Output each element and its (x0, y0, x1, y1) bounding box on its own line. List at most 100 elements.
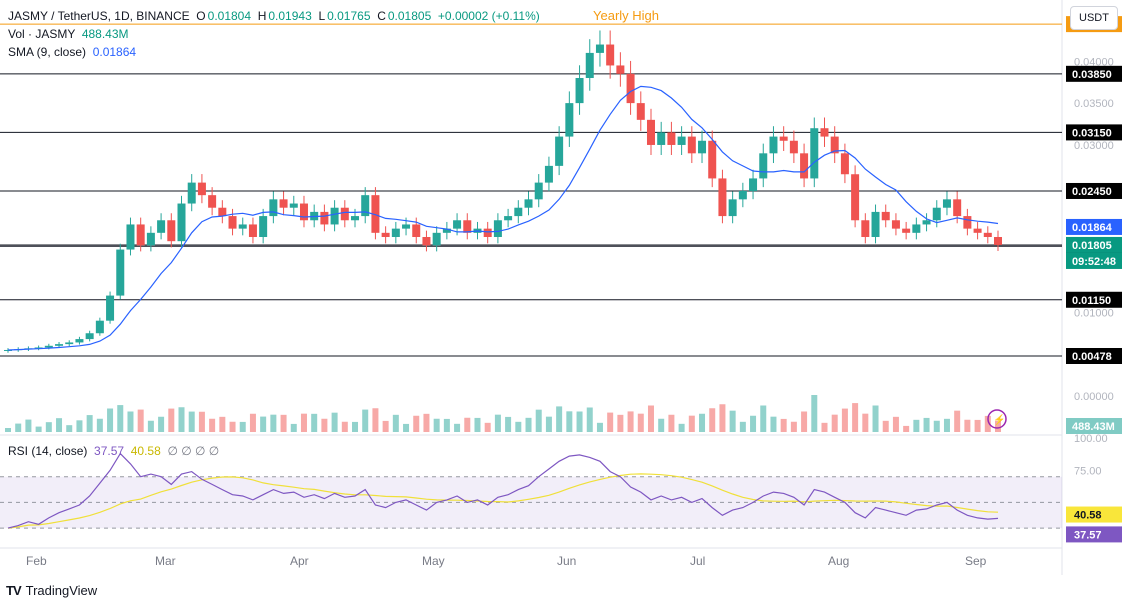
rsi-extra-values: ∅ ∅ ∅ ∅ (167, 444, 220, 458)
candle-body (973, 228, 982, 233)
volume-bar (280, 414, 287, 432)
candle-body (830, 136, 839, 154)
candle-body (575, 78, 584, 104)
volume-bar (86, 415, 93, 432)
price-label: 09:52:48 (1072, 256, 1116, 268)
x-axis-label: Apr (290, 554, 309, 568)
volume-bar (964, 419, 971, 432)
rsi-tick-label: 100.00 (1074, 433, 1108, 445)
rsi-ma-line (7, 473, 999, 529)
candle-body (34, 347, 43, 349)
candle-body (881, 211, 890, 221)
volume-bar (76, 420, 83, 432)
volume-bar (688, 415, 695, 432)
volume-bar (454, 423, 461, 432)
volume-bar (229, 421, 236, 432)
volume-bar (576, 411, 583, 432)
candle-body (728, 199, 737, 217)
x-axis-label: May (422, 554, 445, 568)
volume-bar (484, 422, 491, 432)
candle-body (820, 128, 829, 137)
volume-bar (505, 416, 512, 432)
candle-body (320, 211, 329, 225)
candle-body (187, 182, 196, 204)
price-label: 0.01864 (1072, 222, 1113, 234)
volume-bar (831, 414, 838, 432)
candle-body (646, 119, 655, 145)
volume-bar (586, 407, 593, 432)
candle-body (800, 153, 809, 179)
volume-bar (892, 416, 899, 432)
candle-body (779, 136, 788, 141)
candle-body (432, 232, 441, 246)
candle-body (718, 178, 727, 217)
volume-bar (852, 403, 859, 432)
candle-body (769, 136, 778, 154)
volume-bar (790, 421, 797, 432)
volume-legend: Vol · JASMY 488.43M (8, 27, 129, 41)
candle-body (228, 216, 237, 229)
x-axis-label: Mar (155, 554, 176, 568)
price-tick-label: 0.00000 (1074, 391, 1114, 403)
rsi-axis-label: 37.57 (1074, 529, 1102, 541)
price-label-bg (1066, 252, 1122, 269)
x-axis-label: Sep (965, 554, 987, 568)
volume-bar (995, 421, 1001, 432)
candle-body (932, 207, 941, 221)
tradingview-brand[interactable]: TV TradingView (6, 583, 97, 598)
volume-bar (903, 425, 910, 432)
volume-bar (96, 418, 103, 432)
candle-body (75, 339, 84, 343)
level-label: 0.01150 (1072, 295, 1111, 307)
candle-body (514, 207, 523, 217)
currency-button[interactable]: USDT (1070, 6, 1118, 30)
volume-bar (668, 414, 675, 432)
candle-body (953, 199, 962, 217)
volume-bar (535, 409, 542, 432)
candle-body (146, 232, 155, 246)
open-value: 0.01804 (207, 9, 252, 23)
volume-bar (811, 395, 818, 432)
volume-bar (750, 415, 757, 432)
volume-bar (974, 419, 981, 432)
rsi-line (7, 452, 999, 529)
candle-body (810, 128, 819, 179)
volume-bar (127, 411, 134, 432)
volume-bar (66, 425, 73, 432)
volume-bar (596, 422, 603, 432)
candle-body (922, 220, 931, 225)
bolt-icon (987, 409, 1007, 429)
candle-body (759, 153, 768, 179)
candle-body (85, 333, 94, 340)
volume-label: Vol · JASMY (8, 27, 76, 41)
candle-body (116, 249, 125, 296)
candle-body (708, 140, 717, 179)
candle-body (65, 342, 74, 345)
candle-body (177, 203, 186, 242)
volume-bar (627, 411, 634, 432)
candle-body (371, 195, 380, 233)
currency-label: USDT (1079, 12, 1109, 24)
candle-body (738, 190, 747, 200)
volume-bar (239, 421, 246, 432)
x-axis-label: Aug (828, 554, 849, 568)
volume-bar (954, 410, 961, 432)
volume-bar (780, 418, 787, 432)
candle-body (983, 232, 992, 238)
candle-body (565, 103, 574, 137)
candle-body (299, 203, 308, 221)
x-axis-label: Jun (557, 554, 576, 568)
volume-bar (382, 420, 389, 432)
volume-bar (392, 414, 399, 432)
close-label: C (377, 9, 386, 23)
volume-bar (647, 405, 654, 432)
candle-body (555, 136, 564, 166)
volume-bar (739, 421, 746, 432)
candle-body (544, 165, 553, 183)
yearly-high-annotation: Yearly High (593, 8, 659, 23)
close-value: 0.01805 (387, 9, 432, 23)
candle-body (351, 216, 360, 221)
candle-body (136, 224, 145, 246)
volume-bar (882, 420, 889, 432)
